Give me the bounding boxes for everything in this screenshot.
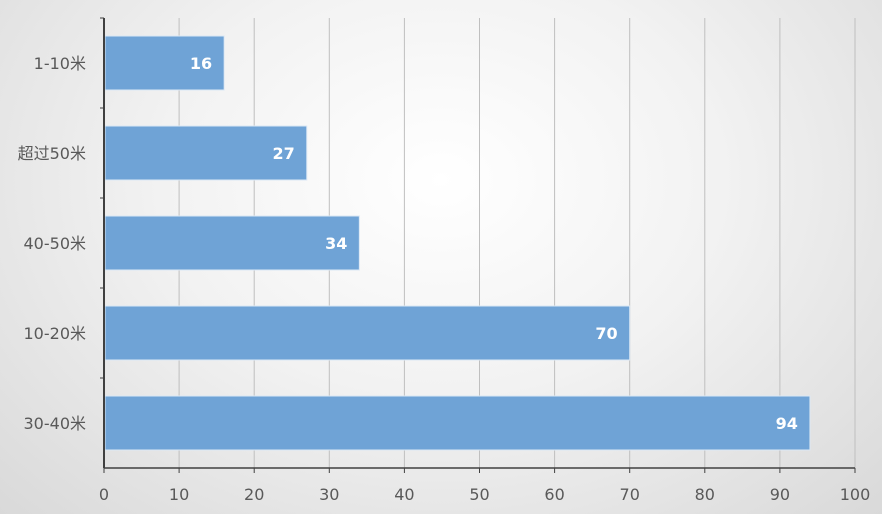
x-tick-label-60: 60 — [544, 485, 564, 504]
data-label-4: 70 — [595, 324, 617, 343]
bar-5 — [104, 395, 811, 451]
category-label-5: 30-40米 — [24, 414, 87, 433]
category-label-3: 40-50米 — [24, 234, 87, 253]
bar-1 — [104, 35, 225, 91]
category-label-1: 1-10米 — [34, 54, 86, 73]
x-tick-label-20: 20 — [244, 485, 264, 504]
bar-3 — [104, 215, 360, 271]
x-tick-label-80: 80 — [695, 485, 715, 504]
bar-4 — [104, 305, 631, 361]
x-tick-label-30: 30 — [319, 485, 339, 504]
x-tick-label-10: 10 — [169, 485, 189, 504]
axes — [100, 17, 856, 473]
x-tick-label-40: 40 — [394, 485, 414, 504]
x-tick-label-50: 50 — [469, 485, 489, 504]
x-tick-label-70: 70 — [620, 485, 640, 504]
category-label-2: 超过50米 — [18, 144, 86, 163]
data-label-2: 27 — [273, 144, 295, 163]
category-label-4: 10-20米 — [24, 324, 87, 343]
data-label-5: 94 — [776, 414, 798, 433]
data-label-1: 16 — [190, 54, 212, 73]
x-tick-label-100: 100 — [840, 485, 871, 504]
x-tick-label-0: 0 — [99, 485, 109, 504]
labels: 0 10 20 30 40 50 60 70 80 90 100 16 1-10米 27 超过50米 34 40… — [18, 54, 871, 504]
gridlines — [178, 18, 856, 468]
x-tick-label-90: 90 — [770, 485, 790, 504]
bars — [104, 35, 811, 451]
data-label-3: 34 — [325, 234, 347, 253]
